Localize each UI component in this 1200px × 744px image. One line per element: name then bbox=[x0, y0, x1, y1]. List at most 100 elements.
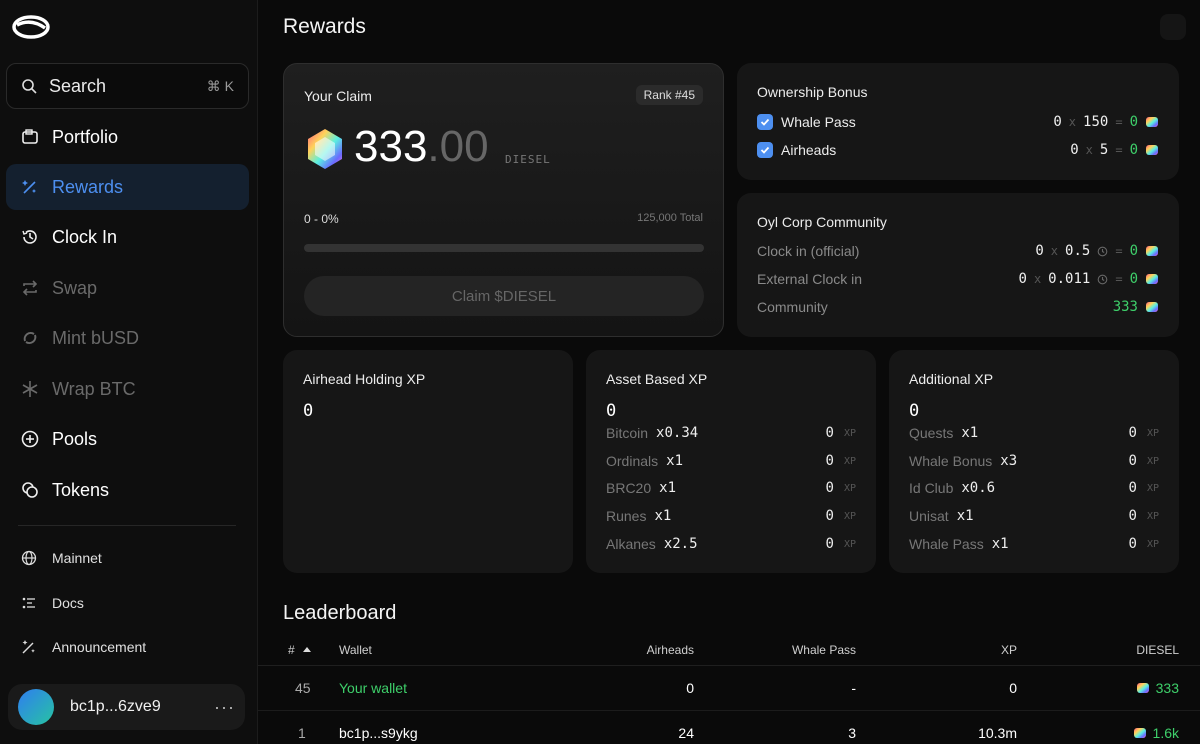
sidebar-item-label: Announcement bbox=[52, 639, 147, 655]
calc-result: 0 bbox=[1129, 114, 1138, 130]
claim-amount: 333.00 bbox=[354, 122, 489, 172]
sidebar-item-clock-in[interactable]: Clock In bbox=[6, 214, 249, 260]
sidebar-item-label: Tokens bbox=[52, 479, 110, 500]
more-options-icon[interactable]: ··· bbox=[214, 696, 235, 717]
clock-icon bbox=[20, 227, 40, 247]
calc-times: x bbox=[1085, 143, 1093, 157]
search-label: Search bbox=[49, 75, 107, 96]
community-calc: 0 x 0.011 = 0 bbox=[1019, 271, 1160, 287]
mint-icon bbox=[20, 328, 40, 348]
diesel-token-icon bbox=[1146, 302, 1158, 312]
xp-card-title: Additional XP bbox=[909, 371, 994, 387]
row-wallet: bc1p...s9ykg bbox=[339, 725, 418, 741]
search-button[interactable]: Search ⌘ K bbox=[6, 63, 249, 109]
ownership-label: Airheads bbox=[781, 142, 837, 158]
column-header-wallet[interactable]: Wallet bbox=[339, 642, 372, 657]
xp-row-unit: XP bbox=[1146, 510, 1159, 522]
sidebar-item-mint-busd[interactable]: Mint bUSD bbox=[6, 315, 249, 361]
xp-row-name: Runes bbox=[606, 508, 647, 524]
sidebar-item-announcement[interactable]: Announcement bbox=[6, 629, 249, 665]
xp-row-name: Unisat bbox=[909, 508, 949, 524]
table-row[interactable]: 45 Your wallet 0 - 0 333 bbox=[258, 666, 1200, 711]
xp-row-value: 0 bbox=[825, 453, 834, 469]
row-xp: 0 bbox=[1009, 680, 1017, 696]
calc-equals: = bbox=[1115, 244, 1123, 258]
calc-count: 0 bbox=[1035, 243, 1044, 259]
column-header-diesel[interactable]: DIESEL bbox=[1136, 642, 1179, 657]
docs-icon bbox=[20, 594, 38, 612]
calc-result: 0 bbox=[1129, 271, 1138, 287]
column-header-airheads[interactable]: Airheads bbox=[646, 642, 694, 657]
xp-row-unit: XP bbox=[843, 427, 856, 439]
calc-count: 0 bbox=[1018, 271, 1027, 287]
whale-pass-checkbox[interactable] bbox=[757, 114, 773, 130]
xp-row: Unisat x1 0 XP bbox=[909, 506, 1159, 526]
sidebar-divider bbox=[18, 525, 236, 526]
community-row-external-clock: External Clock in 0 x 0.011 = 0 bbox=[757, 268, 1159, 290]
sidebar-item-label: Rewards bbox=[52, 176, 124, 197]
header-corner-button[interactable] bbox=[1160, 14, 1186, 40]
wrap-icon bbox=[20, 379, 40, 399]
xp-row-unit: XP bbox=[843, 482, 856, 494]
xp-card-total: 0 bbox=[303, 401, 314, 421]
xp-row: Quests x1 0 XP bbox=[909, 423, 1159, 443]
sidebar: Search ⌘ K Portfolio Rewards Clock In Sw… bbox=[0, 0, 258, 744]
column-header-whale-pass[interactable]: Whale Pass bbox=[791, 642, 856, 657]
calc-multiplier: 150 bbox=[1083, 114, 1109, 130]
column-header-xp[interactable]: XP bbox=[1000, 642, 1017, 657]
calc-count: 0 bbox=[1070, 142, 1079, 158]
community-row-clock-official: Clock in (official) 0 x 0.5 = 0 bbox=[757, 240, 1159, 262]
xp-row-name: Quests bbox=[909, 425, 954, 441]
globe-icon bbox=[20, 549, 38, 567]
calc-count: 0 bbox=[1053, 114, 1062, 130]
sidebar-item-tokens[interactable]: Tokens bbox=[6, 467, 249, 513]
xp-row: Ordinals x1 0 XP bbox=[606, 451, 856, 471]
sidebar-item-docs[interactable]: Docs bbox=[6, 585, 249, 621]
table-row[interactable]: 1 bc1p...s9ykg 24 3 10.3m 1.6k bbox=[258, 711, 1200, 744]
sidebar-item-rewards[interactable]: Rewards bbox=[6, 164, 249, 210]
sidebar-item-wrap-btc[interactable]: Wrap BTC bbox=[6, 366, 249, 412]
oyl-logo-icon[interactable] bbox=[12, 14, 50, 40]
xp-row-multiplier: x1 bbox=[659, 480, 676, 496]
sidebar-item-swap[interactable]: Swap bbox=[6, 265, 249, 311]
row-diesel: 1.6k bbox=[1133, 711, 1179, 744]
rewards-icon bbox=[20, 177, 40, 197]
community-title: Oyl Corp Community bbox=[757, 214, 887, 230]
sidebar-item-pools[interactable]: Pools bbox=[6, 416, 249, 462]
xp-row: Bitcoin x0.34 0 XP bbox=[606, 423, 856, 443]
community-calc: 333 bbox=[1113, 299, 1159, 315]
user-account[interactable]: bc1p...6zve9 ··· bbox=[8, 684, 245, 730]
column-header-label: # bbox=[288, 642, 295, 657]
clock-icon bbox=[1097, 246, 1108, 256]
sort-asc-icon bbox=[302, 646, 311, 652]
calc-times: x bbox=[1068, 115, 1077, 129]
xp-row-multiplier: x1 bbox=[961, 425, 979, 441]
claim-amount-integer: 333 bbox=[354, 122, 428, 171]
xp-row-value: 0 bbox=[1128, 425, 1137, 441]
xp-row-unit: XP bbox=[843, 510, 856, 522]
swap-icon bbox=[20, 278, 40, 298]
avatar bbox=[18, 689, 54, 725]
row-whale-pass: - bbox=[851, 680, 856, 696]
sidebar-item-portfolio[interactable]: Portfolio bbox=[6, 114, 249, 160]
xp-row-name: Id Club bbox=[909, 480, 954, 496]
xp-row-multiplier: x3 bbox=[1000, 453, 1018, 469]
ownership-title: Ownership Bonus bbox=[757, 84, 868, 100]
airheads-checkbox[interactable] bbox=[757, 142, 773, 158]
xp-row-unit: XP bbox=[1146, 427, 1159, 439]
column-header-rank[interactable]: # bbox=[288, 634, 312, 665]
row-diesel: 333 bbox=[1136, 666, 1179, 710]
xp-row-name: Alkanes bbox=[606, 536, 656, 552]
claim-diesel-button[interactable]: Claim $DIESEL bbox=[304, 276, 704, 316]
ownership-calc: 0 x 5 = 0 bbox=[1070, 142, 1159, 158]
diesel-token-icon bbox=[1146, 145, 1158, 155]
xp-row-unit: XP bbox=[1146, 455, 1159, 467]
calc-result: 0 bbox=[1129, 142, 1138, 158]
sidebar-item-mainnet[interactable]: Mainnet bbox=[6, 540, 249, 576]
claim-amount-decimal: .00 bbox=[427, 122, 489, 171]
leaderboard-title: Leaderboard bbox=[283, 602, 397, 624]
sidebar-item-label: Clock In bbox=[52, 226, 118, 247]
row-rank: 45 bbox=[295, 680, 311, 696]
sidebar-item-label: Mainnet bbox=[52, 550, 102, 566]
claim-title: Your Claim bbox=[304, 88, 372, 104]
